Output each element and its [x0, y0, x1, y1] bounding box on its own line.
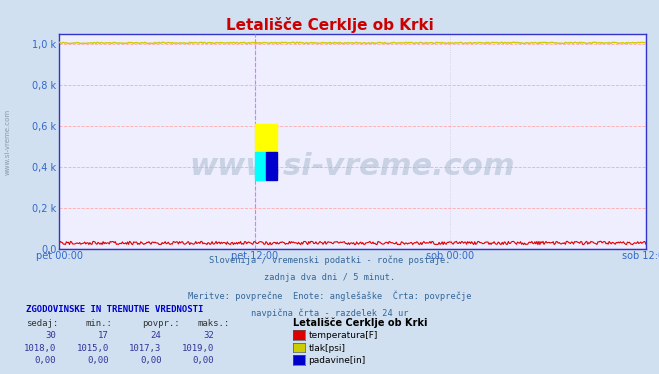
Text: 0,00: 0,00 — [140, 356, 161, 365]
Text: sedaj:: sedaj: — [26, 319, 59, 328]
Text: 30: 30 — [45, 331, 56, 340]
Text: 0,00: 0,00 — [87, 356, 109, 365]
Text: povpr.:: povpr.: — [142, 319, 179, 328]
Bar — [254, 152, 266, 180]
Text: zadnja dva dni / 5 minut.: zadnja dva dni / 5 minut. — [264, 273, 395, 282]
Text: 17: 17 — [98, 331, 109, 340]
Text: 1015,0: 1015,0 — [76, 344, 109, 353]
Text: 1018,0: 1018,0 — [24, 344, 56, 353]
Text: Meritve: povprečne  Enote: anglešaške  Črta: povprečje: Meritve: povprečne Enote: anglešaške Črt… — [188, 291, 471, 301]
Text: 24: 24 — [151, 331, 161, 340]
Text: www.si-vreme.com: www.si-vreme.com — [5, 109, 11, 175]
Text: temperatura[F]: temperatura[F] — [308, 331, 378, 340]
Bar — [254, 124, 277, 152]
Text: maks.:: maks.: — [198, 319, 230, 328]
Text: navpična črta - razdelek 24 ur: navpična črta - razdelek 24 ur — [251, 309, 408, 318]
Text: 1019,0: 1019,0 — [182, 344, 214, 353]
Text: 1017,3: 1017,3 — [129, 344, 161, 353]
Text: Letališče Cerklje ob Krki: Letališče Cerklje ob Krki — [293, 318, 428, 328]
Text: ZGODOVINSKE IN TRENUTNE VREDNOSTI: ZGODOVINSKE IN TRENUTNE VREDNOSTI — [26, 305, 204, 314]
Text: tlak[psi]: tlak[psi] — [308, 344, 345, 353]
Text: 0,00: 0,00 — [192, 356, 214, 365]
Text: Slovenija / vremenski podatki - ročne postaje.: Slovenija / vremenski podatki - ročne po… — [209, 255, 450, 264]
Text: Letališče Cerklje ob Krki: Letališče Cerklje ob Krki — [225, 17, 434, 33]
Text: www.si-vreme.com: www.si-vreme.com — [190, 153, 515, 181]
Bar — [266, 152, 277, 180]
Text: min.:: min.: — [86, 319, 113, 328]
Text: 32: 32 — [204, 331, 214, 340]
Text: padavine[in]: padavine[in] — [308, 356, 366, 365]
Text: 0,00: 0,00 — [34, 356, 56, 365]
